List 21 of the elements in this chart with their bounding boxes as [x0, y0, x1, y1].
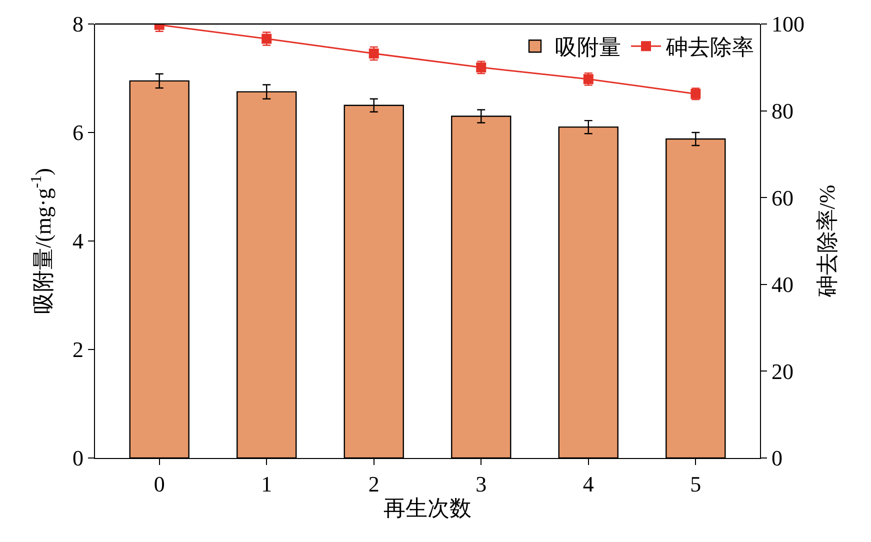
y2-tick-label: 100 [772, 12, 804, 37]
x-tick-label: 2 [368, 472, 380, 496]
x-tick-label: 4 [582, 472, 594, 496]
x-tick-label: 0 [154, 472, 165, 496]
legend-label: 吸附量 [555, 34, 621, 60]
x-tick-label: 3 [476, 472, 487, 496]
x-tick-label: 1 [261, 472, 272, 496]
y2-axis-title: 砷去除率/% [814, 184, 840, 298]
x-tick-label: 5 [690, 472, 702, 496]
x-axis-title: 再生次数 [384, 495, 472, 520]
y2-tick-label: 20 [772, 358, 794, 384]
y-tick-label: 6 [72, 120, 84, 146]
y2-tick-label: 60 [772, 185, 794, 210]
y2-tick-label: 40 [772, 272, 794, 298]
y2-tick-label: 80 [772, 98, 794, 124]
y-tick-label: 8 [72, 12, 84, 37]
y-tick-label: 4 [72, 228, 84, 254]
y-tick-label: 2 [72, 337, 84, 362]
y2-tick-label: 0 [772, 446, 782, 471]
y-tick-label: 0 [72, 446, 84, 471]
legend-label: 砷去除率 [665, 34, 754, 60]
